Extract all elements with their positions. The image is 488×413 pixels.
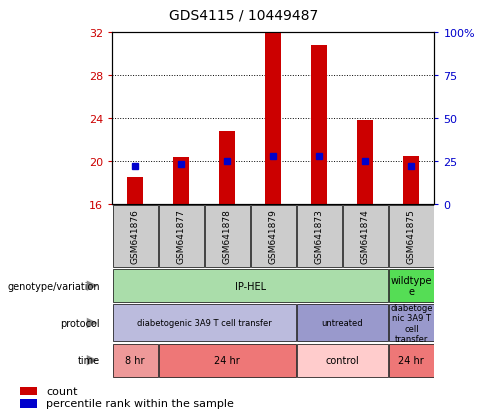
Bar [219, 132, 235, 204]
Bar [113, 270, 387, 302]
Bar [159, 344, 296, 377]
Bar [251, 205, 296, 268]
Bar [311, 46, 327, 204]
Text: GSM641876: GSM641876 [131, 209, 140, 264]
Bar [343, 205, 387, 268]
Bar [389, 305, 434, 342]
Bar [113, 305, 296, 342]
Text: protocol: protocol [61, 318, 100, 328]
Text: 24 hr: 24 hr [398, 355, 424, 366]
Bar [20, 387, 37, 395]
Bar [297, 344, 387, 377]
Bar [357, 121, 373, 204]
Polygon shape [87, 355, 98, 366]
Bar [297, 205, 342, 268]
Bar [113, 344, 158, 377]
Bar [265, 33, 282, 204]
Bar [127, 178, 143, 204]
Bar [159, 205, 203, 268]
Text: 8 hr: 8 hr [125, 355, 145, 366]
Bar [389, 270, 434, 302]
Text: GSM641873: GSM641873 [315, 209, 324, 264]
Bar [403, 156, 419, 204]
Bar [205, 205, 249, 268]
Text: diabetogenic 3A9 T cell transfer: diabetogenic 3A9 T cell transfer [137, 319, 272, 328]
Polygon shape [87, 281, 98, 291]
Bar [389, 344, 434, 377]
Text: GSM641879: GSM641879 [269, 209, 278, 264]
Text: control: control [325, 355, 359, 366]
Text: GSM641875: GSM641875 [407, 209, 416, 264]
Text: percentile rank within the sample: percentile rank within the sample [46, 398, 234, 408]
Text: genotype/variation: genotype/variation [7, 281, 100, 291]
Text: diabetoge
nic 3A9 T
cell
transfer: diabetoge nic 3A9 T cell transfer [390, 303, 432, 343]
Text: count: count [46, 386, 78, 396]
Bar [297, 305, 387, 342]
Text: wildtype
e: wildtype e [390, 275, 432, 297]
Text: untreated: untreated [322, 319, 363, 328]
Text: GSM641878: GSM641878 [223, 209, 232, 264]
Text: 24 hr: 24 hr [214, 355, 240, 366]
Bar [113, 205, 158, 268]
Bar [173, 157, 189, 204]
Polygon shape [87, 318, 98, 328]
Text: GSM641874: GSM641874 [361, 209, 370, 264]
Text: IP-HEL: IP-HEL [235, 281, 266, 291]
Text: time: time [78, 355, 100, 366]
Bar [389, 205, 434, 268]
Bar [20, 399, 37, 408]
Text: GDS4115 / 10449487: GDS4115 / 10449487 [169, 9, 319, 23]
Text: GSM641877: GSM641877 [177, 209, 186, 264]
